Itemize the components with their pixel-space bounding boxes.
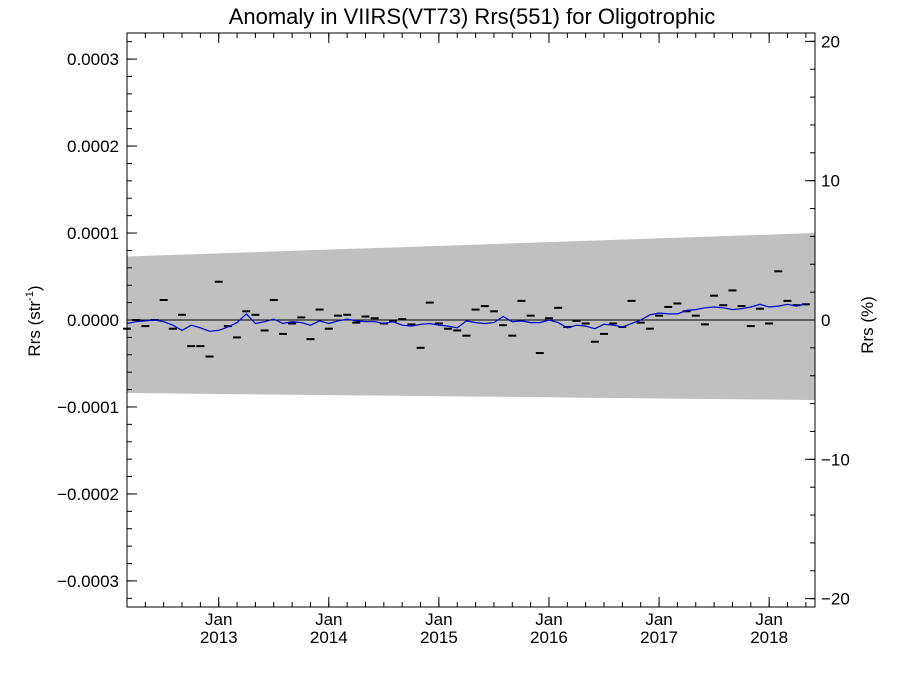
y-axis-label-text: Rrs (str [25,301,44,357]
y-tick-label-0: 0.0003 [67,50,119,69]
y2-tick-label-0: 20 [821,32,840,51]
y-tick-label-6: −0.0003 [57,572,119,591]
y-tick-label-3: 0.0000 [67,311,119,330]
y-tick-label-1: 0.0002 [67,137,119,156]
x-tick-label-year-4: 2017 [640,628,678,647]
x-tick-label-year-2: 2015 [420,628,458,647]
y2-axis-label: Rrs (%) [858,296,877,354]
y2-tick-label-2: 0 [821,311,830,330]
x-tick-label-month-4: Jan [645,610,672,629]
x-tick-label-month-1: Jan [315,610,342,629]
x-tick-label-month-2: Jan [425,610,452,629]
x-tick-label-month-0: Jan [205,610,232,629]
y-tick-label-2: 0.0001 [67,224,119,243]
uncertainty-band [127,233,815,401]
chart-title: Anomaly in VIIRS(VT73) Rrs(551) for Olig… [229,4,716,29]
x-tick-label-year-3: 2016 [530,628,568,647]
x-tick-label-year-0: 2013 [200,628,238,647]
plot-area: 0.0003 0.0002 0.0001 0.0000 −0.0001 −0.0002 −0… [57,32,850,647]
x-tick-label-month-5: Jan [755,610,782,629]
y-tick-label-4: −0.0001 [57,398,119,417]
x-tick-label-year-5: 2018 [750,628,788,647]
smoothed-line [126,302,806,332]
y-axis-label: Rrs (str-1) [24,285,44,356]
x-tick-label-year-1: 2014 [310,628,348,647]
y-axis-label-superscript: -1 [24,291,36,301]
y-tick-label-5: −0.0002 [57,485,119,504]
y2-tick-label-1: 10 [821,172,840,191]
x-tick-label-month-3: Jan [535,610,562,629]
y-axis-label-close: ) [25,285,44,291]
y2-tick-label-4: −20 [821,590,850,609]
y2-tick-label-3: −10 [821,450,850,469]
